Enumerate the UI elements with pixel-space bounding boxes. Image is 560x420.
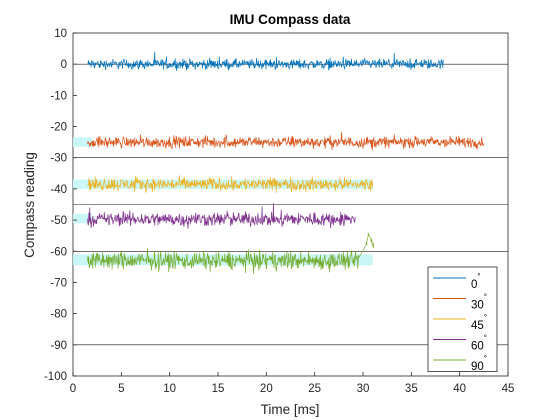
x-tick-label: 30 bbox=[357, 383, 370, 395]
series-line-0 bbox=[87, 51, 444, 71]
legend-degree-mark: ° bbox=[484, 354, 487, 363]
series-line-90 bbox=[87, 232, 375, 274]
highlight-band-2 bbox=[73, 213, 93, 224]
legend-degree-mark: ° bbox=[484, 334, 487, 343]
legend: 0° 30°45° 60°90° bbox=[427, 266, 498, 373]
x-tick-label: 35 bbox=[405, 383, 418, 395]
chart-title: IMU Compass data bbox=[230, 12, 351, 27]
legend-entry-label: 30° bbox=[471, 293, 487, 312]
y-tick-label: -10 bbox=[50, 90, 67, 102]
y-tick-label: -40 bbox=[50, 184, 67, 196]
x-tick-label: 45 bbox=[502, 383, 515, 395]
x-tick-label: 0 bbox=[70, 383, 76, 395]
x-tick-label: 25 bbox=[308, 383, 321, 395]
legend-entry-label: 0° bbox=[471, 272, 481, 291]
legend-degree-mark: ° bbox=[484, 293, 487, 302]
y-tick-label: -70 bbox=[50, 277, 67, 289]
legend-entry-label: 60° bbox=[471, 334, 487, 353]
highlight-band-0 bbox=[73, 137, 93, 147]
y-tick-label: -60 bbox=[50, 246, 67, 258]
series-line-30 bbox=[87, 132, 485, 151]
x-tick-label: 15 bbox=[212, 383, 225, 395]
series-line-60 bbox=[87, 202, 356, 229]
series-line-45 bbox=[87, 175, 374, 193]
legend-entry-label: 45° bbox=[471, 313, 487, 332]
legend-degree-mark: ° bbox=[484, 313, 487, 322]
x-tick-label: 10 bbox=[163, 383, 176, 395]
x-tick-label: 5 bbox=[118, 383, 124, 395]
y-tick-label: 10 bbox=[54, 28, 67, 40]
legend-degree-mark: ° bbox=[477, 272, 480, 281]
y-axis-label: Compass reading bbox=[22, 152, 37, 258]
y-tick-label: -20 bbox=[50, 122, 67, 134]
x-axis-label: Time [ms] bbox=[261, 402, 320, 417]
y-tick-label: 0 bbox=[61, 59, 67, 71]
y-tick-label: -50 bbox=[50, 215, 67, 227]
y-tick-label: -90 bbox=[50, 340, 67, 352]
x-tick-label: 20 bbox=[260, 383, 273, 395]
legend-entry-label: 90° bbox=[471, 354, 487, 373]
x-tick-label: 40 bbox=[453, 383, 466, 395]
y-tick-label: -30 bbox=[50, 153, 67, 165]
y-tick-label: -100 bbox=[44, 371, 67, 383]
y-tick-label: -80 bbox=[50, 309, 67, 321]
